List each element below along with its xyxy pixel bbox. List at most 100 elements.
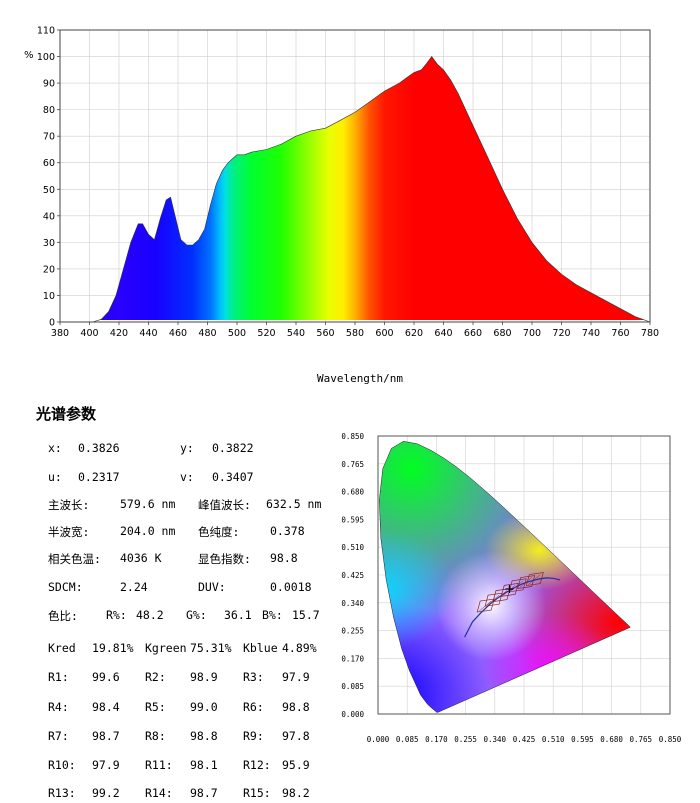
cri-item-label: R11: — [145, 758, 173, 772]
cie-x-tick-label: 0.425 — [513, 735, 536, 744]
color-purity-value: 0.378 — [270, 524, 305, 538]
b-percent-label: B%: — [262, 608, 283, 622]
kblue-value: 4.89% — [282, 641, 317, 655]
spectrum-y-ticks: 0 10 20 30 40 50 60 70 80 90 100 110 — [37, 26, 60, 329]
duv-value: 0.0018 — [270, 580, 312, 594]
spectrum-x-tick-label: 760 — [611, 328, 629, 339]
spectrum-x-tick-label: 700 — [523, 328, 541, 339]
spectrum-x-tick-label: 500 — [228, 328, 246, 339]
cie-y-tick-label: 0.255 — [341, 627, 364, 636]
spectrum-x-tick-label: 520 — [257, 328, 275, 339]
v-value: 0.3407 — [212, 470, 254, 484]
cri-item-value: 98.8 — [282, 700, 310, 714]
ansi-quadrangle-hatch — [519, 577, 532, 588]
cri-item-value: 98.7 — [190, 786, 218, 800]
g-percent-label: G%: — [186, 608, 207, 622]
u-value: 0.2317 — [78, 470, 120, 484]
r-percent-label: R%: — [106, 608, 127, 622]
y-label: y: — [180, 441, 194, 455]
kgreen-label: Kgreen — [145, 641, 187, 655]
sdcm-value: 2.24 — [120, 580, 148, 594]
spectrum-x-tick-label: 580 — [346, 328, 364, 339]
dominant-wavelength-value: 579.6 nm — [120, 497, 176, 511]
ansi-quadrangle — [500, 582, 519, 597]
ansi-quadrangle-hatch — [528, 574, 541, 585]
spectrum-y-tick-label: 70 — [43, 132, 55, 143]
cct-label: 相关色温: — [48, 552, 101, 566]
color-ratio-label: 色比: — [48, 609, 78, 623]
cie-x-tick-label: 0.680 — [600, 735, 623, 744]
cri-item-value: 97.9 — [282, 670, 310, 684]
spectrum-x-tick-label: 480 — [198, 328, 216, 339]
cri-item-value: 97.8 — [282, 729, 310, 743]
planckian-locus — [464, 577, 561, 638]
cie-x-tick-label: 0.510 — [542, 735, 565, 744]
cri-item-label: R5: — [145, 700, 166, 714]
g-percent-value: 36.1 — [224, 608, 252, 622]
spectrum-y-tick-label: 60 — [43, 158, 55, 169]
cie-x-tick-label: 0.340 — [484, 735, 507, 744]
spectrum-y-axis-label: % — [24, 50, 34, 61]
dominant-wavelength-label: 主波长: — [48, 498, 90, 512]
r-percent-value: 48.2 — [136, 608, 164, 622]
cie-x-tick-label: 0.765 — [630, 735, 653, 744]
spectrum-x-tick-label: 440 — [139, 328, 157, 339]
cie-y-tick-label: 0.085 — [341, 682, 364, 691]
cri-item-label: R4: — [48, 700, 69, 714]
spectrum-x-axis-label: Wavelength/nm — [316, 372, 404, 385]
spectrum-y-tick-label: 0 — [49, 318, 55, 329]
cri-item-value: 98.2 — [282, 786, 310, 800]
cri-item-label: R6: — [243, 700, 264, 714]
y-value: 0.3822 — [212, 441, 254, 455]
cie-x-ticks: 0.000 0.085 0.170 0.255 0.340 0.425 0.510 0.595… — [367, 735, 682, 744]
spectrum-x-tick-label: 780 — [641, 328, 659, 339]
cie-plot-frame — [377, 435, 671, 715]
spectrum-y-tick-label: 110 — [37, 26, 55, 37]
duv-label: DUV: — [198, 580, 226, 594]
section-title: 光谱参数 — [36, 405, 97, 423]
b-percent-value: 15.7 — [292, 608, 320, 622]
u-label: u: — [48, 470, 62, 484]
spectrum-y-tick-label: 50 — [43, 185, 55, 196]
spectrum-x-tick-label: 540 — [287, 328, 305, 339]
spectrum-x-tick-label: 720 — [552, 328, 570, 339]
cri-item-label: R14: — [145, 786, 173, 800]
spectrum-x-ticks: 380 400 420 440 460 480 500 520 540 560 580 600 620 6… — [51, 322, 659, 339]
cri-item-label: R8: — [145, 729, 166, 743]
x-label: x: — [48, 441, 62, 455]
spectrum-x-tick-label: 680 — [493, 328, 511, 339]
cie-x-tick-label: 0.850 — [659, 735, 682, 744]
spectrum-y-tick-label: 100 — [37, 52, 55, 63]
cie-x-tick-label: 0.085 — [396, 735, 419, 744]
x-value: 0.3826 — [78, 441, 120, 455]
spectrum-y-tick-label: 80 — [43, 105, 55, 116]
spectrum-y-tick-label: 40 — [43, 211, 55, 222]
cie-y-tick-label: 0.170 — [341, 654, 364, 663]
cri-item-value: 98.4 — [92, 700, 120, 714]
spectrum-y-tick-label: 30 — [43, 238, 55, 249]
cie-x-tick-label: 0.595 — [571, 735, 594, 744]
cri-item-label: R12: — [243, 758, 271, 772]
cie-y-ticks: 0.000 0.085 0.170 0.255 0.340 0.425 0.510 0.595… — [341, 432, 364, 719]
kred-label: Kred — [48, 641, 76, 655]
cie-y-tick-label: 0.765 — [341, 460, 364, 469]
cie-x-tick-label: 0.000 — [367, 735, 390, 744]
cri-item-value: 99.6 — [92, 670, 120, 684]
cri-item-label: R1: — [48, 670, 69, 684]
cri-label: 显色指数: — [198, 552, 251, 566]
chromaticity-point — [505, 584, 514, 593]
spectrum-x-tick-label: 620 — [405, 328, 423, 339]
spectrum-x-tick-label: 560 — [316, 328, 334, 339]
spectrum-chart: 380 400 420 440 460 480 500 520 540 560 580 600 620 6… — [24, 26, 659, 340]
peak-wavelength-label: 峰值波长: — [198, 498, 251, 512]
ansi-quadrangle-hatch — [494, 590, 508, 601]
cri-item-label: R7: — [48, 729, 69, 743]
half-width-label: 半波宽: — [48, 525, 90, 539]
spectrum-x-tick-label: 400 — [80, 328, 98, 339]
cie-y-tick-label: 0.595 — [341, 515, 364, 524]
ansi-quadrangle — [517, 575, 536, 589]
spectrum-x-tick-label: 740 — [582, 328, 600, 339]
peak-wavelength-value: 632.5 nm — [266, 497, 322, 511]
spectrum-x-tick-label: 380 — [51, 328, 69, 339]
cri-item-label: R13: — [48, 786, 76, 800]
